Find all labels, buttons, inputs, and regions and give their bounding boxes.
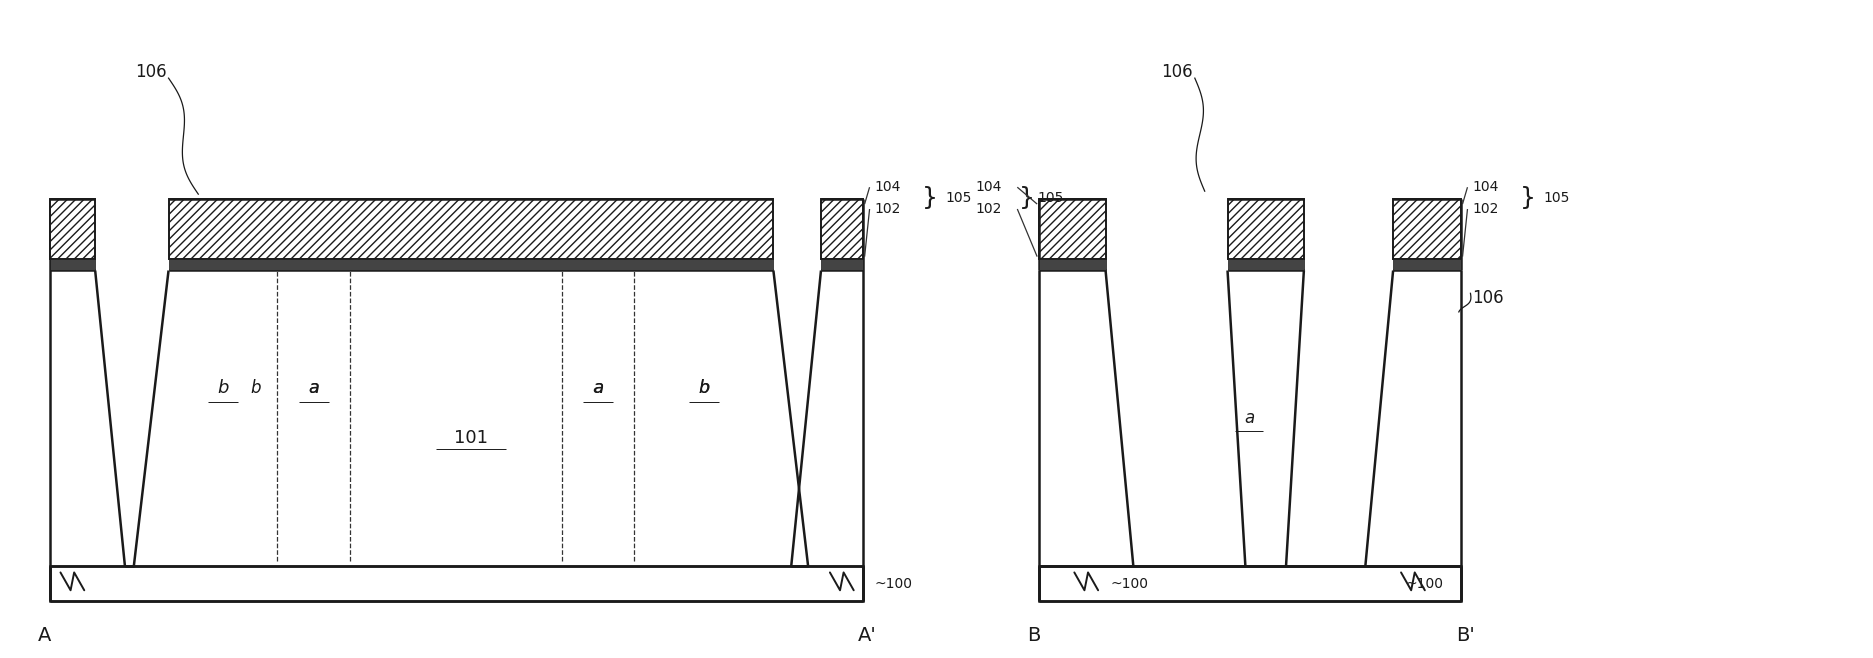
Bar [49, 259, 96, 270]
Text: }: } [922, 186, 938, 210]
Text: ~100: ~100 [1111, 577, 1148, 591]
Text: 102: 102 [976, 202, 1002, 216]
Text: b: b [217, 380, 229, 397]
Bar [169, 199, 774, 259]
Text: 105: 105 [946, 191, 972, 205]
Text: b: b [251, 380, 260, 397]
Bar [49, 566, 862, 601]
Text: 104: 104 [976, 180, 1002, 194]
Text: b: b [699, 380, 708, 397]
Text: 105: 105 [1036, 191, 1064, 205]
Bar [1392, 199, 1459, 259]
Text: a: a [592, 380, 603, 397]
Bar [1038, 199, 1105, 259]
Text: ~100: ~100 [875, 577, 912, 591]
Bar [1392, 259, 1459, 270]
Text: a: a [309, 380, 318, 397]
Text: 106: 106 [1161, 63, 1191, 81]
Text: a: a [1244, 409, 1253, 427]
Text: }: } [1019, 186, 1034, 210]
Text: 102: 102 [875, 202, 901, 216]
Text: B': B' [1455, 626, 1474, 645]
Bar [49, 199, 96, 259]
Text: ~100: ~100 [1405, 577, 1442, 591]
Bar [169, 259, 774, 270]
Text: 102: 102 [1472, 202, 1498, 216]
Bar [1227, 199, 1304, 259]
Text: a: a [307, 380, 318, 397]
Text: }: } [1519, 186, 1536, 210]
Text: a: a [592, 380, 603, 397]
Bar [1038, 259, 1105, 270]
Bar [820, 199, 862, 259]
Text: b: b [699, 380, 710, 397]
Text: 106: 106 [1472, 290, 1504, 307]
Text: B: B [1026, 626, 1040, 645]
Text: A': A' [858, 626, 877, 645]
Bar [1038, 566, 1459, 601]
Bar [1227, 259, 1304, 270]
Text: 101: 101 [453, 429, 487, 447]
Text: 106: 106 [135, 63, 167, 81]
Bar [820, 259, 862, 270]
Text: 105: 105 [1543, 191, 1570, 205]
Text: 104: 104 [1472, 180, 1498, 194]
Text: A: A [37, 626, 51, 645]
Text: 104: 104 [875, 180, 901, 194]
